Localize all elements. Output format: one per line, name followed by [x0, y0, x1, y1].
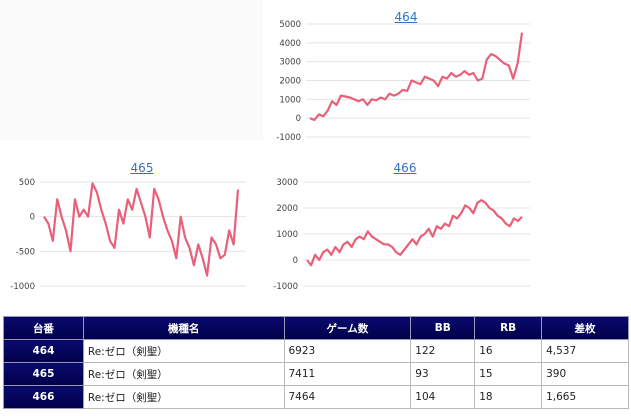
row-machine-number[interactable]: 466 — [3, 385, 84, 409]
y-tick-label: 0 — [293, 256, 298, 266]
row-machine-name: Re:ゼロ（剣聖） — [82, 339, 285, 363]
results-table: 台番 機種名 ゲーム数 BB RB 差枚 464 Re:ゼロ（剣聖） 6923 … — [3, 316, 629, 409]
chart-title-466[interactable]: 466 — [393, 161, 417, 175]
y-tick-label: -500 — [16, 247, 35, 257]
y-tick-label: 0 — [296, 114, 301, 124]
header-difference[interactable]: 差枚 — [541, 316, 629, 340]
chart-title-464[interactable]: 464 — [394, 10, 418, 24]
y-tick-label: 3000 — [279, 58, 301, 68]
y-tick-label: 2000 — [276, 204, 298, 214]
header-bb[interactable]: BB — [410, 316, 476, 340]
y-tick-label: 2000 — [279, 77, 301, 87]
header-machine-name[interactable]: 機種名 — [82, 316, 285, 340]
row-machine-name: Re:ゼロ（剣聖） — [82, 362, 285, 386]
row-bb: 104 — [410, 385, 476, 409]
y-tick-label: 5000 — [279, 20, 301, 30]
series-line — [309, 32, 524, 122]
series-line — [306, 199, 523, 267]
y-tick-label: 1000 — [279, 95, 301, 105]
row-rb: 18 — [474, 385, 543, 409]
row-difference: 4,537 — [541, 339, 629, 363]
y-tick-label: 1000 — [276, 230, 298, 240]
row-machine-number[interactable]: 464 — [3, 339, 84, 363]
table-row: 465 Re:ゼロ（剣聖） 7411 93 15 390 — [3, 362, 629, 386]
y-tick-label: 500 — [19, 178, 35, 188]
row-rb: 16 — [474, 339, 543, 363]
row-machine-name: Re:ゼロ（剣聖） — [82, 385, 285, 409]
y-tick-label: 0 — [30, 213, 35, 223]
header-machine-number[interactable]: 台番 — [3, 316, 84, 340]
series-line — [43, 182, 240, 277]
table-row: 464 Re:ゼロ（剣聖） 6923 122 16 4,537 — [3, 339, 629, 363]
header-games[interactable]: ゲーム数 — [283, 316, 412, 340]
row-rb: 15 — [474, 362, 543, 386]
row-games: 6923 — [283, 339, 412, 363]
table-header-row: 台番 機種名 ゲーム数 BB RB 差枚 — [3, 316, 629, 340]
row-games: 7411 — [283, 362, 412, 386]
header-rb[interactable]: RB — [474, 316, 543, 340]
row-difference: 390 — [541, 362, 629, 386]
table-row: 466 Re:ゼロ（剣聖） 7464 104 18 1,665 — [3, 385, 629, 409]
y-tick-label: 4000 — [279, 39, 301, 49]
row-games: 7464 — [283, 385, 412, 409]
y-tick-label: -1000 — [276, 133, 301, 143]
chart-title-465[interactable]: 465 — [130, 161, 154, 175]
y-tick-label: 3000 — [276, 178, 298, 188]
y-tick-label: -1000 — [10, 282, 35, 292]
row-bb: 93 — [410, 362, 476, 386]
blank-panel — [0, 0, 263, 140]
row-bb: 122 — [410, 339, 476, 363]
y-tick-label: -1000 — [273, 282, 298, 292]
row-machine-number[interactable]: 465 — [3, 362, 84, 386]
row-difference: 1,665 — [541, 385, 629, 409]
